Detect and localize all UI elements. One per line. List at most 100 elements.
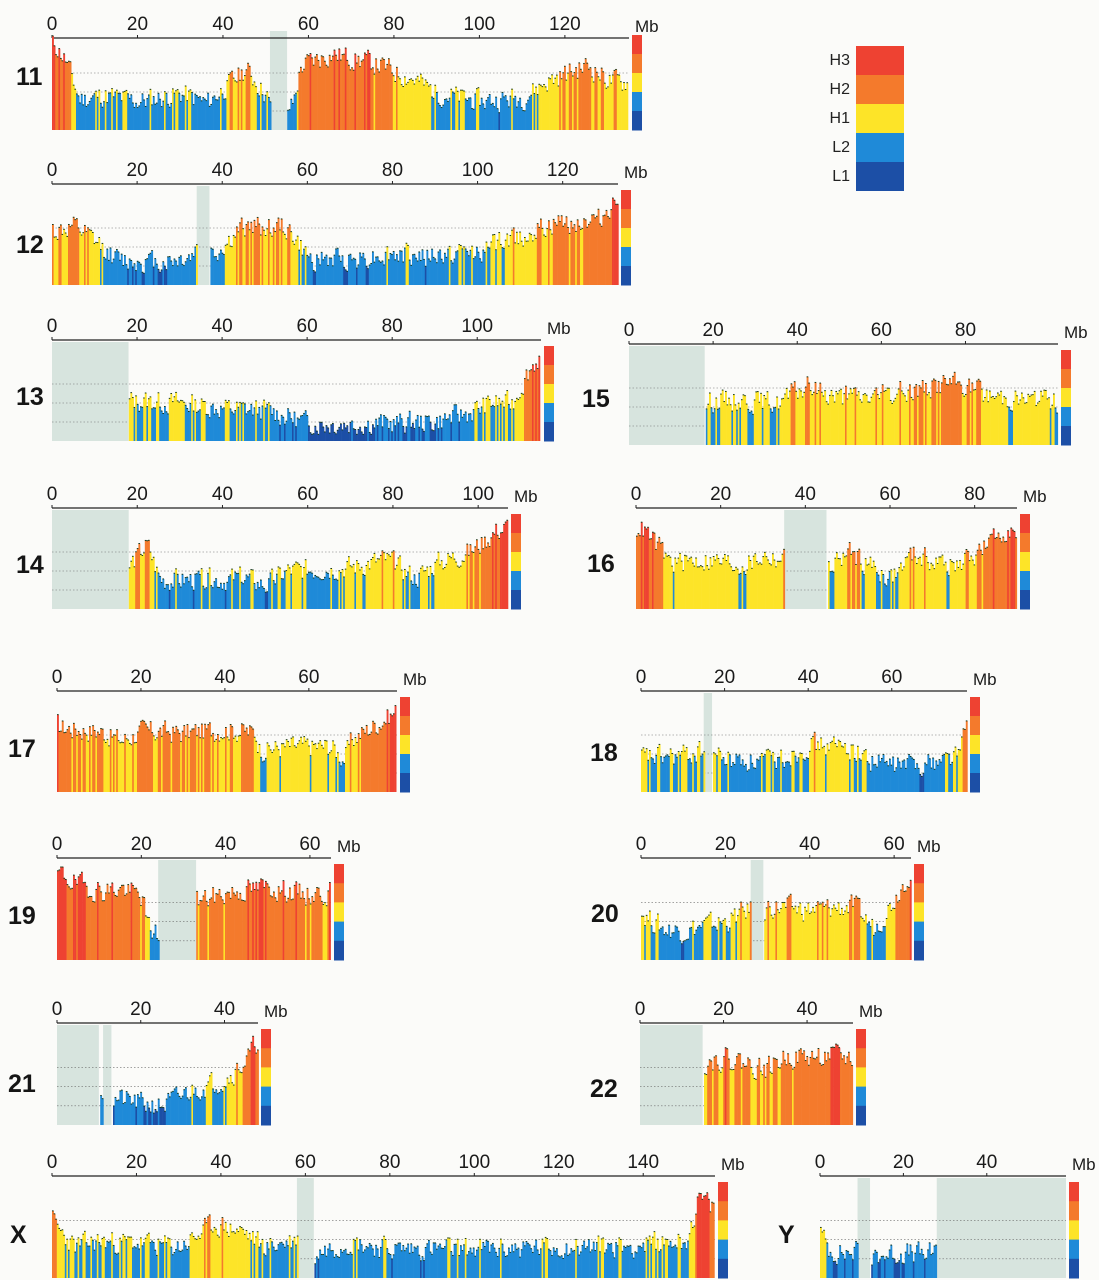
isochore-bar <box>297 893 299 960</box>
isochore-bar <box>208 106 211 130</box>
isochore-bar <box>154 258 157 285</box>
isochore-bar <box>447 249 450 285</box>
isochore-bar <box>154 1109 157 1125</box>
isochore-bar <box>308 898 311 960</box>
isochore-bar <box>754 553 757 609</box>
isochore-bar <box>353 745 355 792</box>
isochore-bar <box>484 108 486 130</box>
isochore-bar <box>820 903 823 960</box>
isochore-bar <box>471 551 474 609</box>
isochore-bar <box>180 101 182 130</box>
isochore-bar <box>137 1094 139 1125</box>
x-tick-label: 60 <box>297 160 318 181</box>
isochore-bar <box>458 244 461 285</box>
isochore-bar <box>559 71 562 130</box>
isochore-bar <box>210 104 213 130</box>
isochore-bar <box>293 412 296 441</box>
isochore-bar <box>146 258 149 285</box>
isochore-bar <box>827 404 830 445</box>
x-tick-label: 100 <box>464 14 496 35</box>
isochore-bar <box>196 244 198 285</box>
isochore-bar <box>55 236 58 285</box>
isochore-bar <box>514 96 517 130</box>
isochore-bar <box>159 728 162 792</box>
isochore-bar <box>125 1091 128 1125</box>
isochore-bar <box>1005 398 1007 445</box>
scale-segment <box>621 266 631 286</box>
isochore-bar <box>666 934 669 960</box>
scale-segment <box>621 190 631 210</box>
isochore-bar <box>388 554 390 609</box>
isochore-bar <box>356 63 358 130</box>
isochore-bar <box>647 527 650 609</box>
isochore-bar <box>567 227 570 285</box>
isochore-bar <box>845 555 848 609</box>
isochore-bar <box>184 577 187 609</box>
isochore-bar <box>66 236 69 285</box>
isochore-bar <box>319 264 322 285</box>
isochore-bar <box>223 903 226 960</box>
x-tick-label: 40 <box>787 320 808 341</box>
isochore-bar <box>758 402 761 445</box>
isochore-bar <box>420 74 422 130</box>
isochore-bar <box>200 568 203 609</box>
isochore-bar <box>858 758 861 792</box>
isochore-bar <box>168 590 171 609</box>
isochore-bar <box>440 427 443 441</box>
isochore-bar <box>765 556 768 609</box>
isochore-bar <box>725 764 728 792</box>
scale-segment <box>914 883 924 903</box>
isochore-bar <box>84 733 87 792</box>
isochore-bar <box>199 574 202 609</box>
isochore-bar <box>709 912 712 960</box>
isochore-bar <box>164 588 166 609</box>
isochore-bar <box>906 758 909 792</box>
isochore-bar <box>196 412 198 441</box>
isochore-bar <box>770 564 773 609</box>
isochore-bar <box>960 569 963 609</box>
isochore-bar <box>418 251 421 285</box>
isochore-bar <box>389 421 392 441</box>
isochore-bar <box>391 431 394 441</box>
isochore-bar <box>858 898 861 960</box>
isochore-bar <box>394 425 397 441</box>
x-tick-label: 20 <box>130 999 151 1020</box>
isochore-bar <box>656 542 659 609</box>
isochore-bar <box>836 746 839 792</box>
isochore-bar <box>916 763 919 792</box>
isochore-bar <box>201 900 203 960</box>
isochore-bar <box>336 60 339 130</box>
isochore-bar <box>747 409 750 445</box>
isochore-bar <box>184 86 187 130</box>
isochore-bar <box>237 407 240 441</box>
isochore-bar <box>87 897 90 960</box>
isochore-bar <box>950 383 953 445</box>
isochore-bar <box>148 1108 151 1125</box>
scale-segment <box>914 921 924 942</box>
isochore-bar <box>903 891 906 960</box>
isochore-bar <box>68 726 71 792</box>
isochore-bar <box>260 757 263 792</box>
isochore-bar <box>586 63 589 130</box>
isochore-bar <box>905 401 908 445</box>
isochore-bar <box>616 74 619 130</box>
isochore-bar <box>223 583 226 609</box>
isochore-bar <box>82 882 85 960</box>
isochore-bar <box>165 411 168 441</box>
isochore-bar <box>932 757 935 792</box>
isochore-bar <box>1043 390 1046 445</box>
isochore-bar <box>853 388 855 445</box>
isochore-bar <box>57 714 59 792</box>
isochore-bar <box>305 741 307 792</box>
isochore-bar <box>144 393 147 441</box>
isochore-bar <box>130 260 133 285</box>
isochore-bar <box>519 98 522 130</box>
isochore-bar <box>384 252 387 285</box>
isochore-bar <box>596 72 598 130</box>
isochore-bar <box>90 896 93 960</box>
isochore-bar <box>960 385 963 445</box>
x-tick-label: 0 <box>624 320 635 341</box>
isochore-bar <box>642 747 645 792</box>
isochore-bar <box>1056 413 1059 445</box>
